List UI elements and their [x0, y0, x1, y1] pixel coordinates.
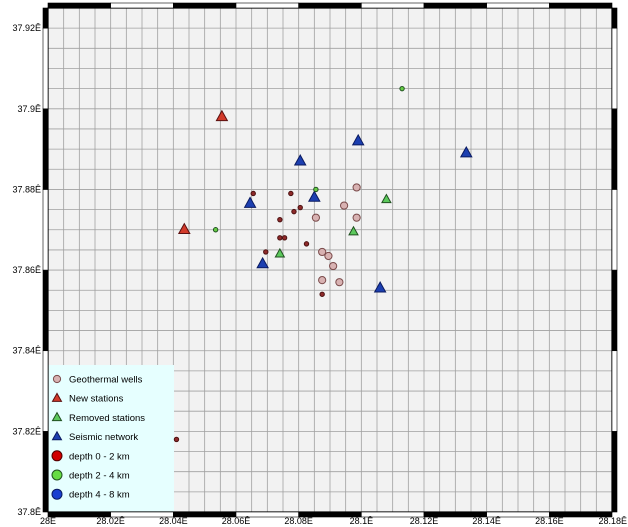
- y-tick-label: 37.84Ê: [12, 346, 41, 356]
- frame-segment-left: [42, 108, 49, 190]
- frame-segment-bottom: [549, 511, 613, 518]
- earthquake-shallow-marker: [297, 204, 303, 211]
- frame-segment-top: [235, 2, 299, 9]
- frame-segment-top: [486, 2, 550, 9]
- frame-segment-top: [47, 2, 111, 9]
- geothermal-well-marker: [352, 213, 361, 222]
- seismic-station-marker: [373, 281, 387, 293]
- earthquake-shallow-marker: [277, 235, 283, 241]
- earthquake-shallow-marker: [319, 291, 325, 297]
- geothermal-well-marker: [329, 261, 338, 271]
- tick-labels: 28Ê 28.02Ê 28.04Ê 28.06Ê 28.08Ê 28.1Ê 28.12Ê 28…: [12, 23, 627, 526]
- frame-segment-top: [361, 2, 425, 9]
- legend-symbol-triangle: [51, 411, 63, 422]
- geothermal-well-marker: [318, 247, 327, 257]
- earthquake-mid-marker: [212, 227, 219, 233]
- frame-segment-right: [611, 27, 618, 110]
- earthquake-shallow-marker: [250, 190, 256, 197]
- frame-segment-right: [611, 431, 618, 513]
- frame-segment-left: [42, 27, 49, 110]
- legend-symbol-triangle: [51, 430, 63, 441]
- earthquake-shallow-marker: [291, 208, 297, 215]
- earthquake-mid-marker: [313, 186, 319, 193]
- frame-segment-right: [611, 108, 618, 190]
- x-tick-label: 28.04Ê: [159, 516, 188, 526]
- seismic-station-marker: [307, 190, 321, 202]
- legend-box: [48, 365, 174, 512]
- geothermal-well-marker: [318, 276, 327, 285]
- new-station-marker: [177, 222, 191, 235]
- earthquake-shallow-marker: [303, 241, 310, 247]
- y-tick-label: 37.8Ê: [17, 507, 41, 517]
- geothermal-well-marker: [324, 251, 333, 261]
- y-tick-label: 37.88Ê: [12, 184, 41, 194]
- x-tick-label: 28.12Ê: [410, 516, 439, 526]
- seismic-station-marker: [243, 196, 257, 208]
- legend-symbol-circle: [52, 374, 62, 384]
- frame-segment-top: [423, 2, 487, 9]
- frame-segment-top: [173, 2, 237, 9]
- x-tick-label: 28.06Ê: [222, 516, 251, 526]
- legend-label: Seismic network: [69, 432, 138, 443]
- x-tick-label: 28.14Ê: [472, 516, 501, 526]
- seismic-station-marker: [459, 145, 473, 158]
- map-markers: [173, 85, 473, 443]
- seismic-station-marker: [256, 256, 269, 269]
- legend-label: Removed stations: [69, 413, 145, 424]
- earthquake-mid-marker: [399, 85, 405, 92]
- x-tick-label: 28Ê: [40, 516, 56, 526]
- geothermal-well-marker: [335, 278, 344, 287]
- frame-segment-right: [611, 189, 618, 271]
- seismic-station-marker: [351, 133, 365, 146]
- x-tick-label: 28.1Ê: [350, 516, 374, 526]
- legend-label: Geothermal wells: [69, 375, 143, 386]
- frame-segment-top: [298, 2, 362, 9]
- legend-label: New stations: [69, 394, 124, 405]
- earthquake-shallow-marker: [263, 249, 269, 255]
- geothermal-well-marker: [352, 183, 361, 192]
- x-tick-label: 28.08Ê: [284, 516, 313, 526]
- map-frame: [42, 2, 618, 518]
- legend-label: depth 2 - 4 km: [69, 471, 130, 482]
- removed-station-marker: [274, 247, 286, 258]
- frame-segment-left: [42, 431, 49, 513]
- legend-symbol-dot: [51, 450, 63, 462]
- seismic-station-marker: [293, 154, 307, 166]
- earthquake-shallow-marker: [281, 235, 288, 241]
- frame-segment-left: [42, 350, 49, 432]
- geothermal-well-marker: [311, 213, 320, 222]
- legend-label: depth 4 - 8 km: [69, 490, 130, 501]
- frame-segment-right: [611, 7, 618, 29]
- legend-symbol-dot: [51, 488, 63, 500]
- frame-segment-left: [42, 189, 49, 271]
- x-tick-label: 28.02Ê: [96, 516, 125, 526]
- x-tick-label: 28.16Ê: [535, 516, 564, 526]
- legend-background: [48, 365, 174, 512]
- frame-segment-right: [611, 269, 618, 352]
- frame-segment-top: [549, 2, 613, 9]
- y-tick-label: 37.82Ê: [12, 426, 41, 436]
- y-tick-label: 37.9Ê: [17, 104, 41, 114]
- earthquake-shallow-marker: [277, 216, 283, 223]
- frame-segment-top: [110, 2, 174, 9]
- grid-lines: [48, 8, 612, 512]
- legend-symbol-dot: [51, 469, 63, 481]
- frame-segment-left: [42, 269, 49, 352]
- y-tick-label: 37.86Ê: [12, 265, 41, 275]
- legend-symbol-triangle: [51, 392, 63, 402]
- earthquake-shallow-marker: [288, 190, 294, 197]
- earthquake-shallow-marker: [173, 436, 180, 443]
- legend: Geothermal wells New stations Removed stat…: [51, 374, 145, 501]
- removed-station-marker: [381, 193, 392, 204]
- removed-station-marker: [348, 225, 359, 236]
- frame-segment-right: [611, 350, 618, 432]
- y-tick-label: 37.92Ê: [12, 23, 41, 33]
- legend-label: depth 0 - 2 km: [69, 451, 130, 462]
- x-tick-label: 28.18Ê: [598, 516, 627, 526]
- frame-segment-left: [42, 7, 49, 29]
- geothermal-well-marker: [340, 201, 349, 210]
- new-station-marker: [215, 109, 229, 122]
